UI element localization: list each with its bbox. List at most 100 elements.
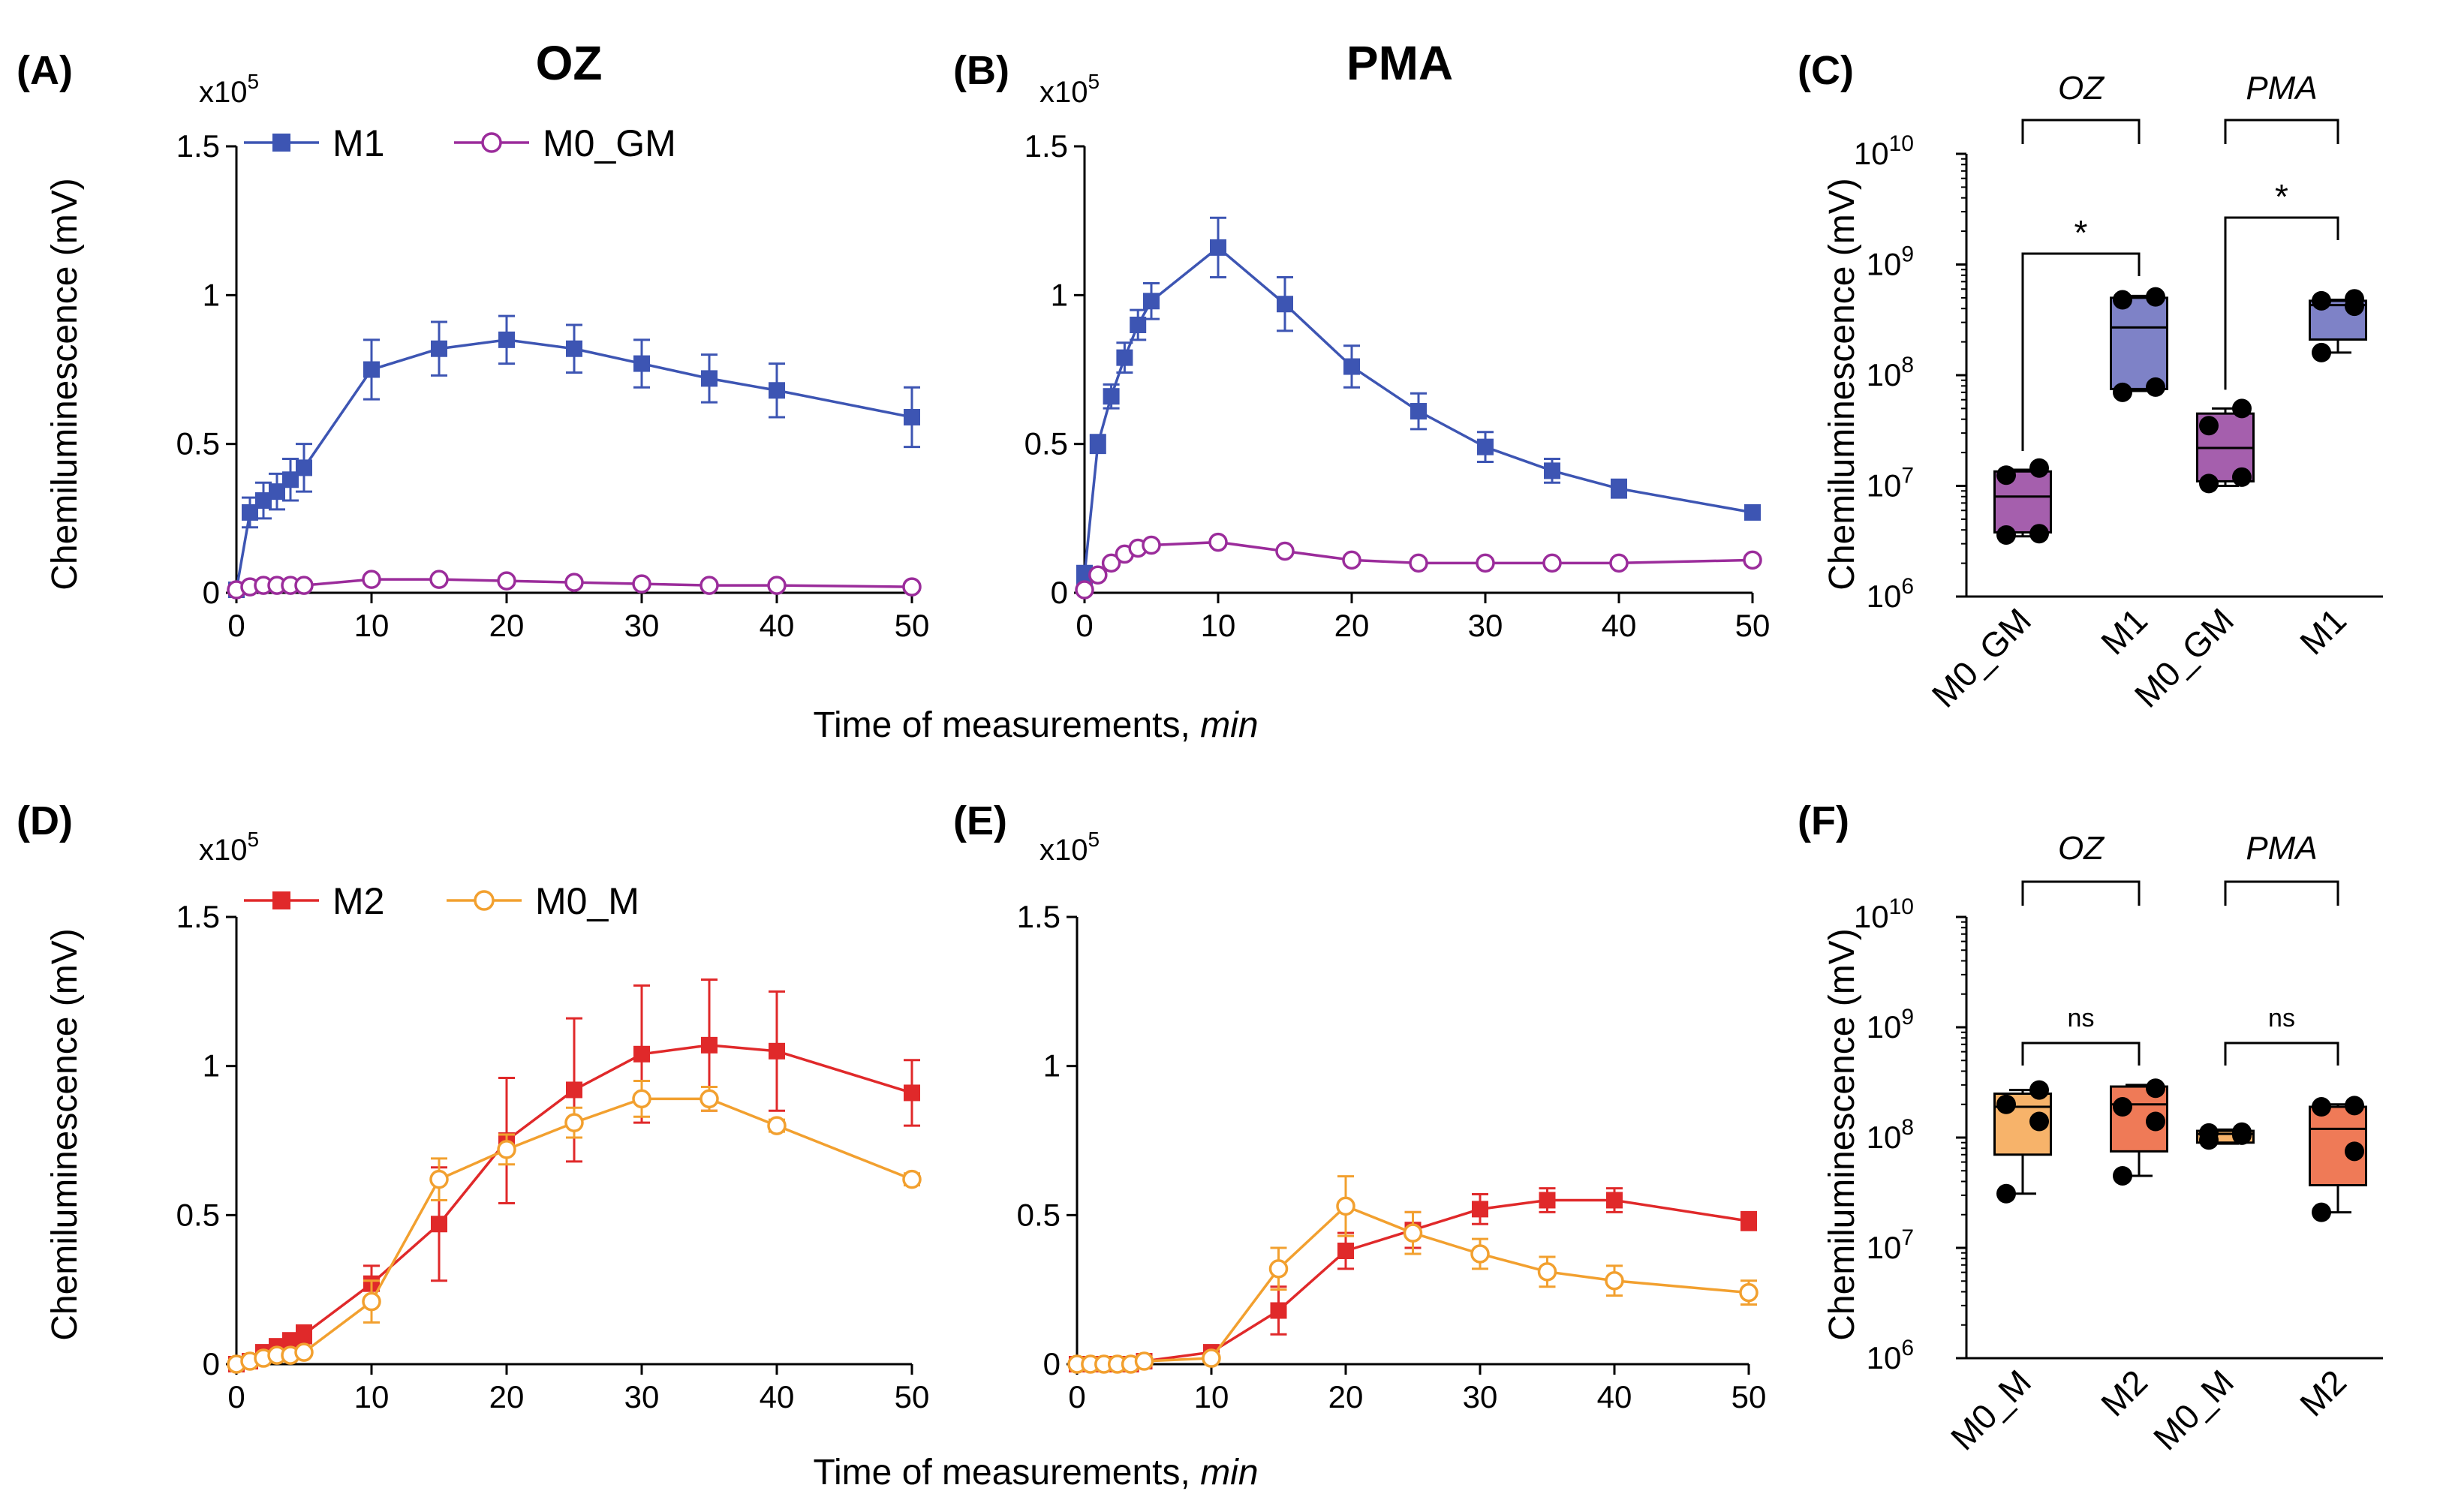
y-tick-label: 1010	[1854, 131, 1914, 171]
data-point-m0_m	[1268, 1259, 1289, 1279]
x-tick-label: 20	[1334, 608, 1370, 643]
data-point-m1	[1343, 358, 1360, 375]
data-point-m0_m	[700, 1089, 719, 1109]
data-point-m0_m	[1470, 1244, 1490, 1264]
box-data-point	[2029, 1080, 2049, 1100]
data-point-m1	[1103, 388, 1120, 405]
x-tick-label: 30	[624, 608, 660, 643]
x-tick-label: 50	[1731, 1379, 1767, 1414]
data-point-m0_gm	[1275, 541, 1295, 561]
significance-bracket	[2021, 1042, 2141, 1066]
significance-label: *	[2275, 177, 2288, 216]
box-data-point	[2113, 382, 2132, 402]
box-data-point	[2345, 289, 2364, 309]
data-point-m1	[1089, 435, 1106, 452]
chart-b-pma-m1: 0 0.5 1 1.5 0 10 20 30 40 50	[1024, 128, 1771, 643]
significance-label: ns	[2268, 1004, 2295, 1033]
y-tick-label: 108	[1867, 353, 1914, 392]
data-point-m0_m	[1739, 1282, 1759, 1303]
box-data-point	[2199, 473, 2219, 494]
data-point-m0_m	[564, 1113, 584, 1132]
multiplier-e: x105	[1039, 828, 1100, 867]
data-point-m0_gm	[1075, 580, 1094, 600]
category-label-m0_gm: M0_GM	[1924, 600, 2038, 714]
data-point-m2	[1337, 1243, 1354, 1260]
significance-label: *	[2074, 213, 2088, 252]
data-point-m0_m	[1605, 1270, 1624, 1291]
panel-label-c: (C)	[1798, 48, 1854, 93]
data-point-m1	[269, 483, 285, 500]
data-point-m1	[633, 355, 650, 372]
data-point-m2	[1606, 1192, 1623, 1209]
x-tick-label: 0	[1076, 608, 1093, 643]
y-axis-label-d: Chemiluminescence (mV)	[45, 928, 85, 1341]
title-pma: PMA	[1346, 36, 1453, 90]
box-m0_gm	[1993, 470, 2052, 534]
data-point-m0_gm	[1409, 553, 1428, 573]
data-point-m1	[1744, 503, 1761, 521]
y-tick-label: 0	[203, 575, 220, 610]
data-point-m1	[1130, 317, 1147, 333]
panel-label-e: (E)	[953, 798, 1007, 843]
y-tick-label: 1	[203, 1048, 220, 1084]
data-point-m1	[1477, 438, 1494, 455]
panel-label-b: (B)	[953, 48, 1009, 93]
group-label-oz: OZ	[2058, 830, 2105, 867]
x-tick-label: 30	[624, 1379, 660, 1414]
data-point-m0_m	[1336, 1196, 1355, 1216]
data-point-m2	[431, 1216, 447, 1233]
data-point-m0_m	[294, 1342, 314, 1362]
group-bracket-oz	[2021, 880, 2141, 906]
y-tick-label: 109	[1867, 1005, 1914, 1045]
legend-label-m2: M2	[332, 880, 384, 922]
data-point-m0_gm	[362, 570, 381, 589]
x-tick-label: 0	[1068, 1379, 1085, 1414]
data-point-m0_gm	[294, 576, 314, 595]
panel-label-d: (D)	[17, 798, 73, 843]
group-label-pma: PMA	[2246, 830, 2317, 867]
panel-label-a: (A)	[17, 48, 73, 93]
y-tick-label: 1.5	[176, 899, 220, 934]
legend-label-m0_m: M0_M	[535, 880, 639, 922]
box-data-point	[1996, 525, 2016, 545]
y-tick-label: 1.5	[1024, 128, 1068, 164]
data-point-m1	[1544, 462, 1560, 479]
y-tick-label: 1	[203, 277, 220, 312]
box-data-point	[1996, 1094, 2016, 1114]
x-tick-label: 50	[1735, 608, 1771, 643]
data-point-m1	[1210, 239, 1226, 256]
data-point-m0_gm	[1208, 532, 1228, 552]
data-point-m0_m	[632, 1089, 651, 1109]
data-point-m0_m	[767, 1116, 787, 1135]
multiplier-b: x105	[1039, 70, 1100, 109]
data-point-m2	[566, 1081, 582, 1099]
box-data-point	[2029, 1111, 2049, 1132]
box-data-point	[2312, 1097, 2331, 1117]
x-tick-label: 10	[354, 608, 390, 643]
y-axis-label-f: Chemiluminescence (mV)	[1822, 928, 1862, 1341]
legend-marker-m0_m	[474, 890, 495, 911]
box-data-point	[2312, 342, 2331, 362]
box-data-point	[2113, 1165, 2132, 1186]
data-point-m0_gm	[700, 576, 719, 595]
chart-e-pma-m2: 0 0.5 1 1.5 0 10 20 30 40 50	[1017, 899, 1767, 1414]
box-data-point	[2199, 416, 2219, 436]
multiplier-d: x105	[199, 828, 259, 867]
chart-a-oz-m1: 0 0.5 1 1.5 0 10 20 30 40 50 M1 M0_GM	[176, 122, 930, 643]
data-point-m0_gm	[1542, 553, 1562, 573]
box-data-point	[2113, 290, 2132, 310]
data-point-m1	[242, 503, 258, 521]
y-tick-label: 1	[1043, 1048, 1061, 1084]
data-point-m0_m	[362, 1291, 381, 1312]
x-tick-label: 0	[227, 1379, 245, 1414]
data-point-m0_gm	[1476, 553, 1495, 573]
data-point-m1	[296, 459, 312, 476]
data-point-m2	[701, 1036, 718, 1054]
y-tick-label: 106	[1867, 1336, 1914, 1375]
data-point-m2	[1740, 1213, 1757, 1230]
data-point-m1	[701, 370, 718, 387]
box-data-point	[2199, 1123, 2219, 1143]
data-point-m0_m	[902, 1169, 922, 1189]
x-tick-label: 0	[227, 608, 245, 643]
